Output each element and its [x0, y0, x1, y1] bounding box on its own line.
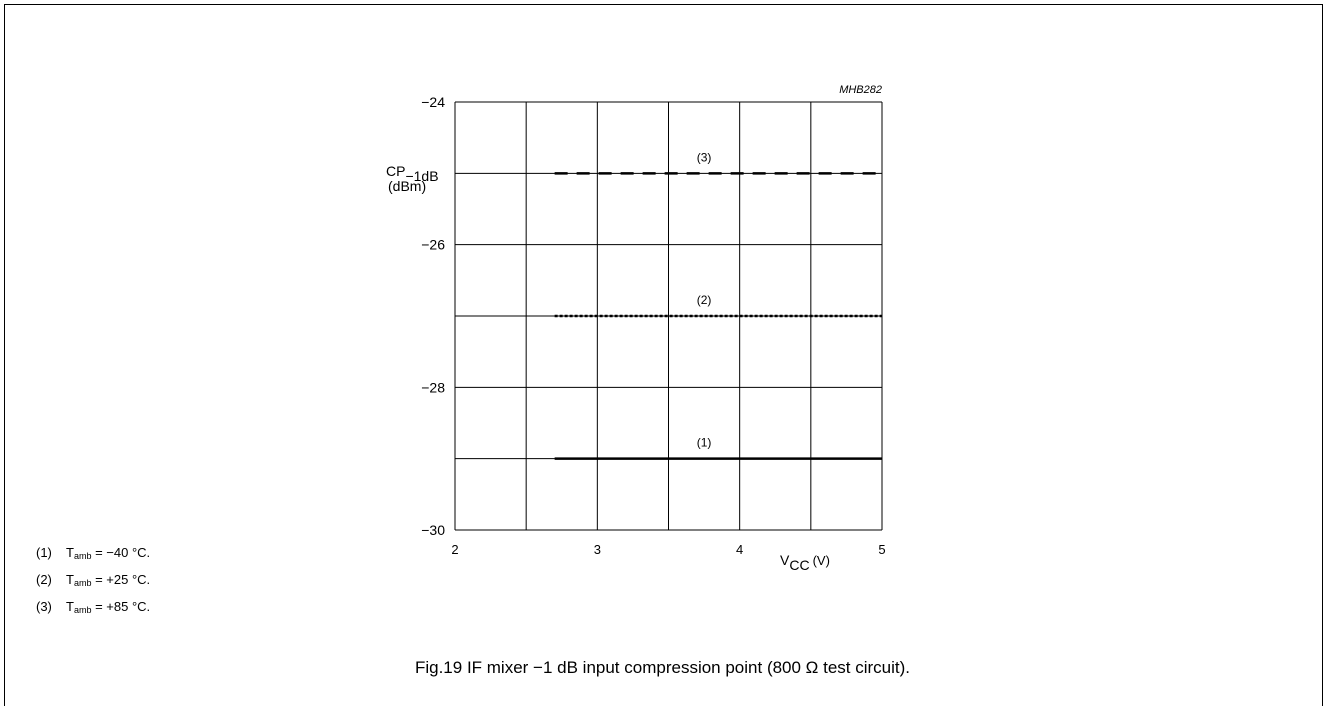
figure-frame [4, 4, 1323, 706]
chart-grid [454, 101, 883, 531]
x-tick-label: 5 [878, 542, 885, 557]
series-label-1: (1) [697, 436, 712, 450]
legend-item-2: (2) Tamb = +25 °C. [36, 572, 151, 588]
series-label-3: (3) [697, 150, 712, 164]
x-tick-label: 4 [736, 542, 743, 557]
chart-ticks: 2 3 4 5 −30 −28 −26 −24 [421, 94, 885, 557]
y-tick-label: −26 [421, 237, 445, 253]
figure-caption: Fig.19 IF mixer −1 dB input compression … [414, 658, 911, 677]
y-tick-label: −24 [421, 94, 445, 110]
x-tick-label: 3 [594, 542, 601, 557]
x-tick-label: 2 [451, 542, 458, 557]
y-tick-label: −28 [421, 379, 445, 395]
legend: (1) Tamb = −40 °C. (2) Tamb = +25 °C. (3) T… [36, 541, 150, 622]
y-axis-unit: (dBm) [388, 178, 426, 194]
chart-code: MHB282 [839, 84, 882, 96]
chart-series: (1) (2) (3) [554, 150, 882, 460]
y-tick-label: −30 [421, 522, 445, 538]
x-axis-label: VCC (V) [780, 552, 830, 573]
y-axis-label: CP−1dB [386, 163, 439, 184]
legend-item-1: (1) Tamb = −40 °C. [36, 545, 151, 561]
legend-item-3: (3) Tamb = +85 °C. [36, 599, 151, 615]
series-label-2: (2) [697, 293, 712, 307]
